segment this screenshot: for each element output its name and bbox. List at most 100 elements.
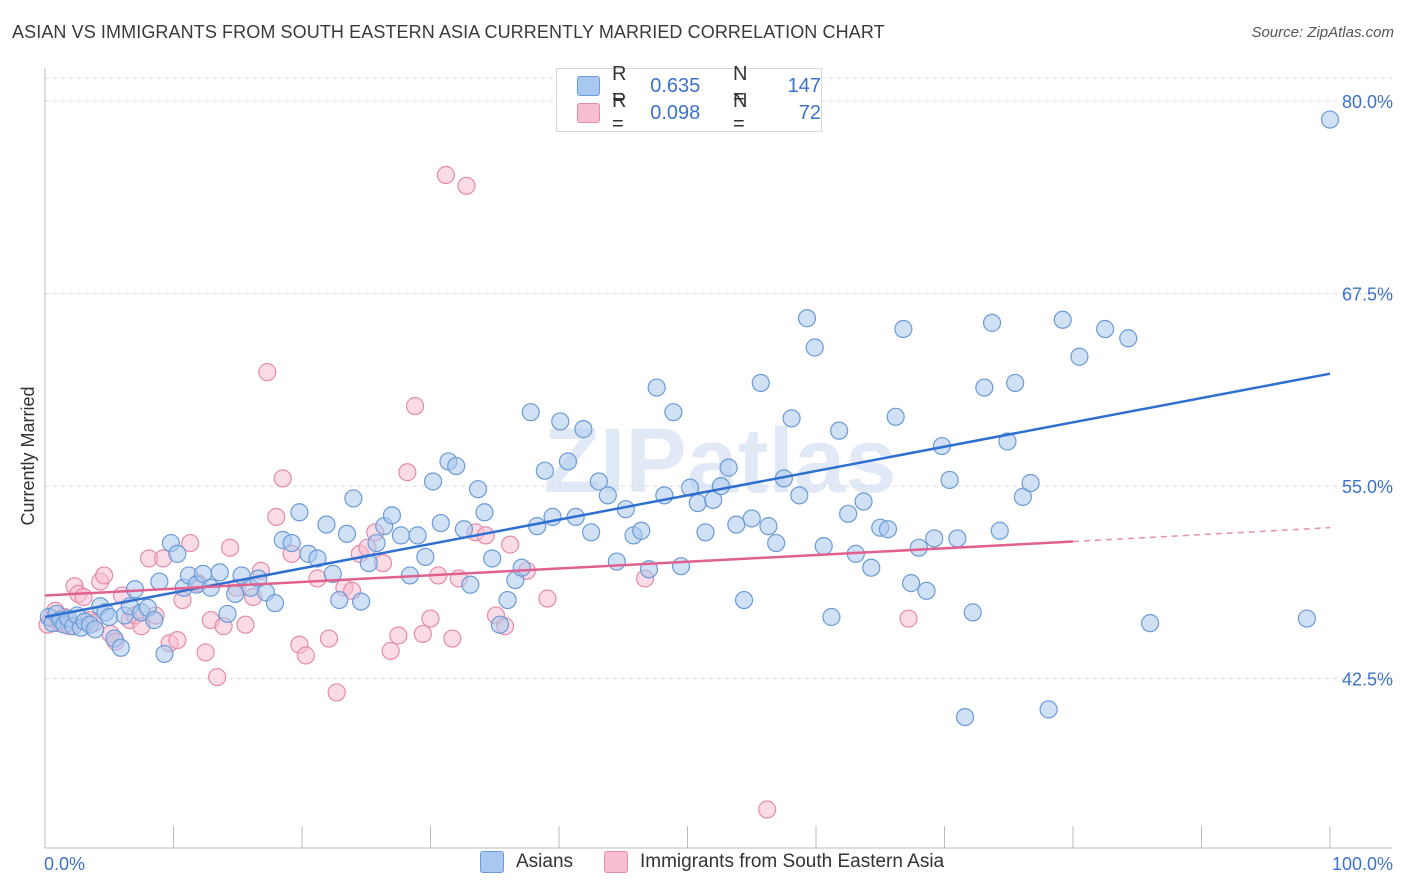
- immigrants-point: [196, 643, 215, 662]
- label-layer: 42.5% 55.0% 67.5% 80.0% 0.0% 100.0% Currently …: [18, 92, 1393, 874]
- asian-point: [1039, 700, 1058, 719]
- immigrants-point: [74, 587, 93, 607]
- legend-row-asians: R = 0.635 N = 147: [577, 63, 821, 108]
- asian-point: [382, 506, 402, 525]
- asian-point: [711, 477, 731, 496]
- immigrants-point: [220, 538, 240, 557]
- asian-point: [940, 470, 959, 490]
- asians-swatch: [577, 76, 600, 96]
- r-label: R =: [612, 90, 627, 135]
- stats-legend: R = 0.635 N = 147 R = 0.098 N = 72: [556, 63, 822, 135]
- asian-point: [468, 480, 488, 499]
- asian-point: [901, 574, 921, 593]
- asian-point: [1297, 609, 1316, 628]
- legend-item-immigrants[interactable]: Immigrants from South Eastern Asia: [604, 851, 944, 873]
- asian-point: [150, 572, 169, 591]
- asian-point: [990, 521, 1009, 540]
- asian-point: [688, 493, 707, 513]
- asian-point: [416, 547, 435, 567]
- asian-point: [963, 603, 982, 622]
- asian-point: [839, 504, 858, 523]
- asian-point: [582, 523, 601, 542]
- asian-point: [742, 509, 761, 528]
- chart-title: ASIAN VS IMMIGRANTS FROM SOUTH EASTERN A…: [12, 22, 885, 42]
- y-tick-label: 42.5%: [1342, 670, 1393, 690]
- immigrants-point: [538, 589, 557, 608]
- asian-point: [589, 472, 608, 491]
- asian-point: [854, 492, 873, 511]
- asian-point: [218, 604, 237, 624]
- asian-point: [975, 378, 994, 397]
- immigrants-trend-extension: [1072, 526, 1331, 543]
- series-legend: Asians Immigrants from South Eastern Asi…: [0, 851, 1406, 877]
- immigrants-point: [758, 800, 777, 819]
- asian-point: [431, 513, 450, 533]
- immigrants-point: [405, 396, 425, 416]
- immigrants-point: [168, 630, 187, 650]
- immigrants-point: [208, 667, 227, 687]
- asian-point: [111, 638, 130, 657]
- asians-swatch: [480, 851, 504, 873]
- asian-point: [1119, 329, 1138, 348]
- asian-point: [1013, 487, 1032, 506]
- immigrants-point: [236, 615, 255, 634]
- asian-point: [1320, 110, 1340, 129]
- asian-point: [475, 503, 494, 522]
- asian-point: [607, 552, 626, 571]
- asian-point: [1096, 319, 1115, 339]
- source-label: Source: ZipAtlas.com: [1251, 24, 1394, 41]
- asian-point: [265, 594, 285, 613]
- asian-point: [535, 461, 554, 480]
- asian-point: [498, 590, 517, 610]
- immigrants-point: [443, 629, 462, 648]
- asian-point: [1006, 373, 1025, 393]
- immigrants-point: [398, 463, 417, 482]
- asian-point: [696, 523, 715, 542]
- asian-point: [822, 607, 841, 627]
- asian-point: [797, 309, 817, 328]
- asian-point: [751, 373, 770, 393]
- asian-point: [759, 517, 778, 536]
- n-label: N =: [733, 90, 748, 135]
- asian-point: [1021, 473, 1040, 493]
- asian-point: [955, 707, 975, 727]
- asian-point: [909, 538, 928, 557]
- asian-point: [155, 644, 174, 664]
- immigrants-point: [95, 566, 114, 585]
- asian-point: [454, 520, 474, 539]
- asian-point: [647, 378, 666, 397]
- asian-point: [168, 544, 187, 563]
- asian-point: [948, 529, 967, 548]
- immigrants-trend-line: [44, 540, 1074, 597]
- n-label: N =: [733, 63, 748, 108]
- asian-point: [308, 549, 327, 568]
- asian-point: [408, 526, 427, 545]
- asian-point: [727, 515, 746, 534]
- immigrants-point: [421, 609, 440, 628]
- asian-point: [86, 620, 105, 639]
- asian-point: [680, 478, 700, 497]
- asian-point: [734, 590, 754, 610]
- y-tick-label: 67.5%: [1342, 285, 1393, 305]
- asian-point: [805, 338, 824, 357]
- legend-label-immigrants: Immigrants from South Eastern Asia: [640, 851, 945, 872]
- legend-item-asians[interactable]: Asians: [480, 851, 573, 873]
- asian-point: [483, 549, 502, 568]
- trend-layer: [44, 372, 1331, 619]
- x-tick-label: 100.0%: [1332, 854, 1393, 874]
- immigrants-point: [381, 641, 400, 660]
- asian-point: [767, 533, 786, 553]
- x-tick-label: 0.0%: [44, 854, 85, 874]
- asian-point: [100, 607, 119, 627]
- n-value: 147: [787, 74, 821, 97]
- asian-point: [574, 420, 593, 439]
- asian-point: [490, 615, 509, 634]
- immigrants-point: [389, 626, 408, 645]
- y-tick-label: 80.0%: [1342, 92, 1393, 112]
- asian-point: [145, 610, 164, 630]
- y-tick-label: 55.0%: [1342, 477, 1393, 497]
- asian-point: [290, 503, 309, 522]
- legend-label-asians: Asians: [516, 851, 574, 872]
- asian-point: [344, 489, 363, 508]
